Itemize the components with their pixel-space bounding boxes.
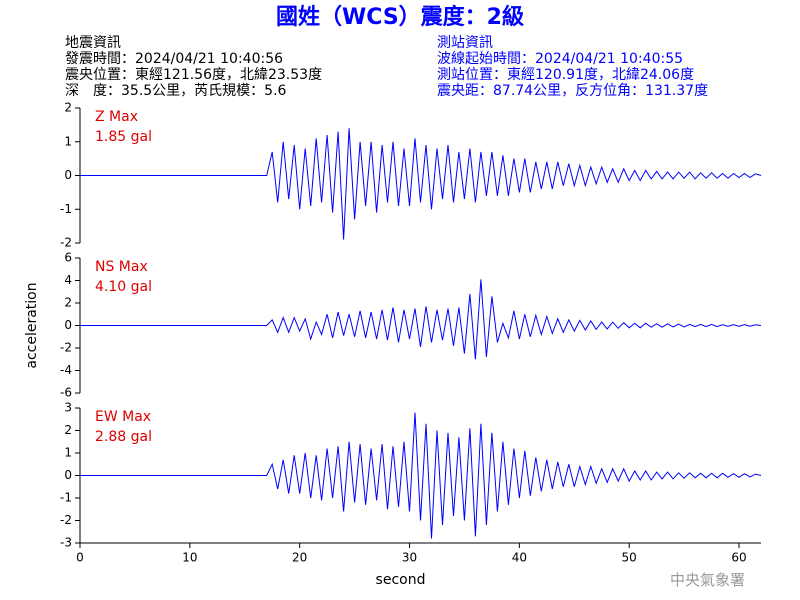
y-axis-label: acceleration (24, 282, 40, 368)
y-tick-label: -6 (60, 386, 72, 400)
y-tick-label: -2 (60, 513, 72, 527)
y-tick-label: 0 (64, 468, 72, 482)
info-left: 發震時間：2024/04/21 10:40:56 (65, 51, 283, 67)
waveform (80, 412, 762, 539)
x-axis-label: second (376, 572, 426, 588)
y-tick-label: 1 (64, 446, 72, 460)
waveform (80, 279, 762, 360)
max-annotation: NS Max (95, 259, 148, 275)
x-tick-label: 50 (622, 551, 637, 565)
info-left: 地震資訊 (65, 35, 121, 51)
y-tick-label: -2 (60, 236, 72, 250)
y-tick-label: 2 (64, 296, 72, 310)
max-annotation: EW Max (95, 409, 151, 425)
x-tick-label: 10 (182, 551, 197, 565)
info-right: 震央距：87.74公里，反方位角：131.37度 (437, 83, 708, 99)
y-tick-label: 0 (64, 168, 72, 182)
y-tick-label: 2 (64, 423, 72, 437)
y-tick-label: 0 (64, 318, 72, 332)
info-right: 波線起始時間：2024/04/21 10:40:55 (437, 51, 683, 67)
y-tick-label: -3 (60, 536, 72, 550)
info-right: 測站資訊 (437, 35, 493, 51)
y-tick-label: 6 (64, 251, 72, 265)
y-tick-label: -2 (60, 341, 72, 355)
y-tick-label: -1 (60, 202, 72, 216)
y-tick-label: 4 (64, 273, 72, 287)
x-tick-label: 0 (76, 551, 84, 565)
info-left: 深 度：35.5公里，芮氏規模：5.6 (65, 82, 287, 99)
waveform (80, 128, 762, 240)
footer: 中央氣象署 (670, 571, 745, 589)
y-tick-label: -4 (60, 363, 72, 377)
y-tick-label: 2 (64, 101, 72, 115)
max-annotation: 4.10 gal (95, 279, 152, 295)
max-annotation: 2.88 gal (95, 429, 152, 445)
x-tick-label: 30 (402, 551, 417, 565)
title: 國姓（WCS）震度：2級 (276, 4, 524, 30)
max-annotation: 1.85 gal (95, 129, 152, 145)
info-left: 震央位置：東經121.56度，北緯23.53度 (65, 67, 322, 83)
y-tick-label: 3 (64, 401, 72, 415)
x-tick-label: 40 (512, 551, 527, 565)
x-tick-label: 60 (731, 551, 746, 565)
y-tick-label: 1 (64, 134, 72, 148)
y-tick-label: -1 (60, 491, 72, 505)
max-annotation: Z Max (95, 109, 138, 125)
info-right: 測站位置：東經120.91度，北緯24.06度 (437, 67, 694, 83)
x-tick-label: 20 (292, 551, 307, 565)
